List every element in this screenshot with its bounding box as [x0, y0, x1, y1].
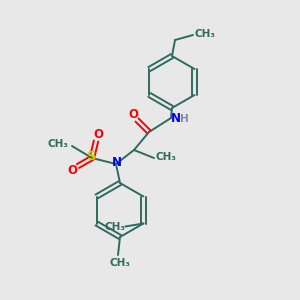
Text: CH₃: CH₃	[47, 139, 68, 149]
Text: O: O	[67, 164, 77, 176]
Text: N: N	[112, 155, 122, 169]
Text: CH₃: CH₃	[194, 29, 215, 39]
Text: CH₃: CH₃	[155, 152, 176, 162]
Text: O: O	[128, 109, 138, 122]
Text: O: O	[93, 128, 103, 142]
Text: S: S	[87, 151, 97, 164]
Text: N: N	[171, 112, 181, 125]
Text: CH₃: CH₃	[105, 223, 126, 232]
Text: H: H	[180, 114, 188, 124]
Text: CH₃: CH₃	[110, 258, 130, 268]
